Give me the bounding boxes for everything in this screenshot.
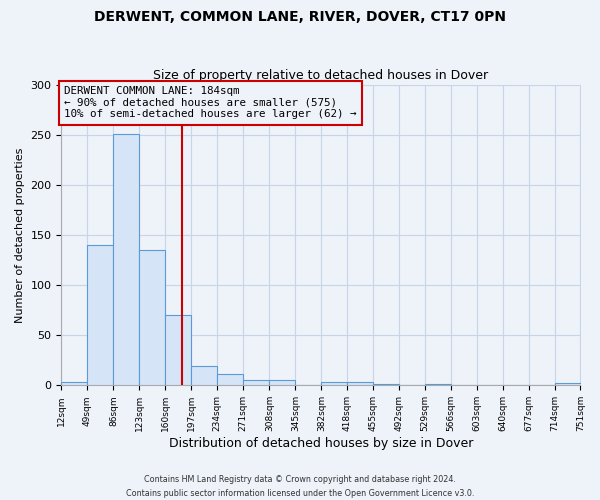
- Bar: [425, 384, 451, 386]
- Bar: [554, 384, 581, 386]
- Text: Contains HM Land Registry data © Crown copyright and database right 2024.
Contai: Contains HM Land Registry data © Crown c…: [126, 476, 474, 498]
- Bar: [139, 250, 166, 386]
- Bar: [347, 382, 373, 386]
- Bar: [244, 380, 269, 386]
- X-axis label: Distribution of detached houses by size in Dover: Distribution of detached houses by size …: [169, 437, 473, 450]
- Bar: [88, 245, 113, 386]
- Bar: [61, 382, 88, 386]
- Text: DERWENT COMMON LANE: 184sqm
← 90% of detached houses are smaller (575)
10% of se: DERWENT COMMON LANE: 184sqm ← 90% of det…: [64, 86, 356, 120]
- Bar: [269, 380, 295, 386]
- Bar: [322, 382, 347, 386]
- Title: Size of property relative to detached houses in Dover: Size of property relative to detached ho…: [154, 69, 488, 82]
- Bar: [191, 366, 217, 386]
- Bar: [166, 315, 191, 386]
- Text: DERWENT, COMMON LANE, RIVER, DOVER, CT17 0PN: DERWENT, COMMON LANE, RIVER, DOVER, CT17…: [94, 10, 506, 24]
- Bar: [113, 134, 139, 386]
- Bar: [373, 384, 398, 386]
- Y-axis label: Number of detached properties: Number of detached properties: [15, 148, 25, 322]
- Bar: [217, 374, 244, 386]
